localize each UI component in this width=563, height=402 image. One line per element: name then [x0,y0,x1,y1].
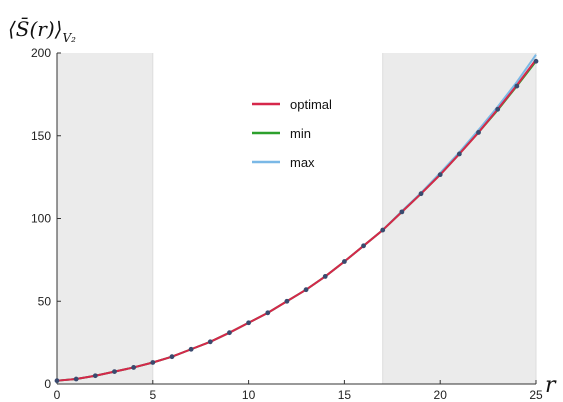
data-marker-19 [418,191,424,197]
data-marker-18 [399,209,405,215]
y-axis-label: ⟨S̄(r)⟩V₂ [8,16,76,45]
data-marker-24 [514,83,520,89]
data-marker-0 [54,378,60,384]
y-tick-label-0: 0 [44,377,51,391]
data-marker-22 [476,130,481,135]
data-marker-14 [322,274,328,279]
data-marker-21 [456,151,462,157]
data-marker-6 [169,354,175,360]
shaded-region-1 [382,53,536,384]
y-tick-label-50: 50 [38,294,52,308]
y-tick-label-200: 200 [31,46,51,60]
y-tick-label-100: 100 [31,212,51,226]
data-marker-11 [265,310,271,316]
data-marker-1 [73,376,79,382]
data-marker-4 [131,365,137,370]
x-axis-label: r [545,373,557,398]
x-tick-label-10: 10 [242,388,256,402]
legend-label-optimal: optimal [290,97,332,112]
data-marker-3 [112,369,117,374]
series-lines [56,54,537,382]
data-marker-20 [437,172,443,178]
x-tick-label-5: 5 [149,388,156,402]
data-marker-23 [495,106,501,112]
data-marker-8 [207,339,213,345]
data-marker-13 [303,287,309,293]
data-marker-17 [380,227,386,233]
x-tick-label-15: 15 [338,388,352,402]
data-marker-12 [284,298,290,304]
data-marker-25 [533,58,539,64]
data-marker-15 [342,259,347,264]
shaded-regions [56,53,537,384]
x-tick-label-25: 25 [529,388,543,402]
y-tick-label-150: 150 [31,129,51,143]
x-tick-label-0: 0 [54,388,61,402]
tick-labels: 0 5 10 15 20 25 0 50 100 150 200 [31,46,543,402]
data-marker-5 [150,360,156,365]
data-marker-2 [92,373,98,379]
axis-labels: ⟨S̄(r)⟩V₂ r [8,16,557,398]
data-marker-9 [227,330,232,336]
data-markers [54,58,539,384]
data-marker-10 [246,320,252,326]
shaded-region-0 [57,53,153,384]
data-marker-16 [361,243,366,249]
x-tick-label-20: 20 [434,388,448,402]
legend-label-max: max [290,155,315,170]
series-line-optimal [56,59,537,382]
legend: optimal min max [252,97,332,170]
legend-label-min: min [290,126,311,141]
data-marker-7 [188,346,194,352]
